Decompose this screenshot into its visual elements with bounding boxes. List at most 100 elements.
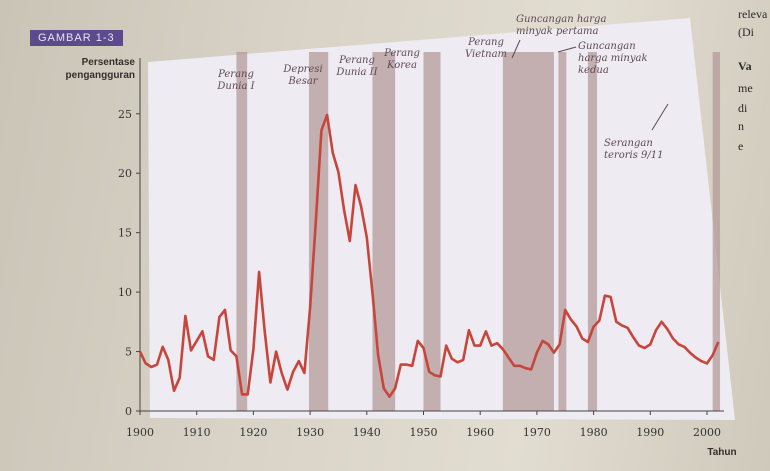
x-tick-label: 1950 [409,426,437,439]
data-point [264,330,266,332]
data-point [201,330,203,332]
period-label: Depresi [282,64,322,75]
data-point [292,371,294,373]
data-point [530,368,532,370]
data-point [717,341,719,343]
figure-tag: GAMBAR 1-3 [30,30,123,46]
data-point [456,361,458,363]
data-point [581,337,583,339]
x-tick-label: 1990 [636,426,664,439]
data-point [428,371,430,373]
data-point [604,294,606,296]
y-tick-label: 10 [118,286,132,299]
leader-line [557,46,577,53]
period-label: teroris 9/11 [604,150,663,161]
y-tick-label: 15 [118,227,132,240]
data-point [258,271,260,273]
data-point [536,352,538,354]
data-point [592,325,594,327]
data-point [269,381,271,383]
data-point [144,362,146,364]
data-point [161,346,163,348]
data-point [411,365,413,367]
y-tick-label: 0 [125,405,132,418]
data-point [417,340,419,342]
data-point [575,325,577,327]
data-point [445,344,447,346]
x-tick-label: 2000 [693,426,721,439]
period-label: Perang [467,37,504,48]
side-text-line: di [738,101,748,115]
data-point [377,354,379,356]
period-label: Guncangan harga [516,14,606,25]
data-point [570,318,572,320]
period-band [558,52,567,411]
side-text-line: n [738,119,744,133]
data-point [700,360,702,362]
data-point [553,352,555,354]
data-point [195,340,197,342]
data-point [643,347,645,349]
data-point [360,205,362,207]
y-axis-title: Persentase [82,57,136,68]
leader-line [651,103,669,131]
side-text-line: releva [738,7,768,21]
y-tick-label: 20 [118,167,132,180]
data-point [156,363,158,365]
data-point [332,152,334,154]
data-point [649,343,651,345]
data-point [383,387,385,389]
data-point [405,363,407,365]
period-label: Korea [386,60,417,71]
data-point [485,330,487,332]
x-tick-label: 1930 [296,426,324,439]
data-point [173,390,175,392]
data-point [218,316,220,318]
data-point [587,341,589,343]
x-tick-label: 1920 [239,426,267,439]
data-point [281,372,283,374]
y-tick-label: 5 [125,346,132,359]
x-tick-label: 1910 [183,426,211,439]
period-label: Dunia II [335,67,378,78]
x-tick-label: 1970 [523,426,551,439]
data-point [711,354,713,356]
data-point [343,209,345,211]
data-point [683,346,685,348]
period-label: minyak pertama [516,26,599,37]
data-point [184,315,186,317]
data-point [434,374,436,376]
data-point [694,356,696,358]
data-point [519,365,521,367]
data-point [247,393,249,395]
data-point [666,328,668,330]
period-label: Besar [287,76,318,87]
data-point [558,343,560,345]
data-point [655,329,657,331]
data-point [490,344,492,346]
period-label: Perang [217,69,254,80]
data-point [564,309,566,311]
period-band [587,52,597,411]
data-point [496,342,498,344]
data-point [241,393,243,395]
y-tick-label: 25 [118,108,132,121]
period-label: Perang [338,55,375,66]
data-point [507,356,509,358]
x-tick-label: 1960 [466,426,494,439]
data-point [541,340,543,342]
data-point [303,372,305,374]
data-point [275,350,277,352]
period-label: Perang [383,48,420,59]
x-tick-label: 1940 [353,426,381,439]
leader-line [511,39,521,59]
data-point [309,306,311,308]
side-text-line: Va [738,59,752,73]
data-point [354,184,356,186]
data-point [235,355,237,357]
data-point [150,366,152,368]
side-text-line: e [738,139,744,153]
data-point [366,236,368,238]
x-tick-label: 1900 [126,426,154,439]
